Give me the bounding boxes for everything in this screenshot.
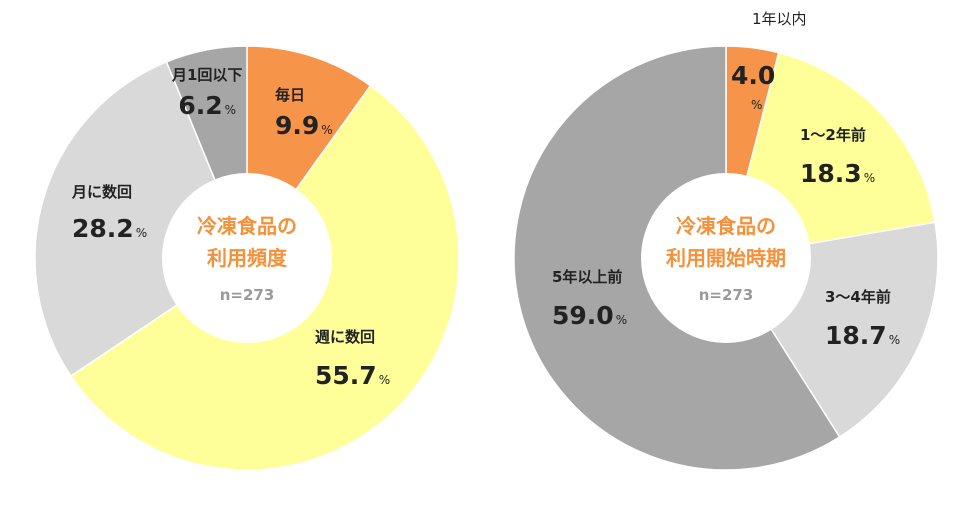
slice-value: 55.7 — [315, 361, 377, 390]
center-label-1: 冷凍食品の 利用頻度 n=273 — [172, 216, 322, 303]
center-title-line1: 冷凍食品の — [197, 214, 297, 238]
center-title-line2: 利用開始時期 — [666, 246, 786, 270]
chart1-donut-hole — [162, 173, 332, 343]
slice-value: 6.2 — [178, 91, 223, 120]
slice-unit: % — [863, 171, 876, 185]
slice-name: 月1回以下 — [172, 66, 243, 84]
slice-name: 毎日 — [275, 86, 306, 104]
slice-unit: % — [615, 313, 628, 327]
slice-name: 3～4年前 — [825, 288, 891, 306]
slice-label-1-2y: 1～2年前 18.3% — [800, 126, 876, 188]
chart2-donut-hole — [641, 173, 811, 343]
slice-value-within-1y: 4.0 — [731, 63, 775, 88]
slice-label-5y-plus: 5年以上前 59.0% — [552, 268, 628, 330]
sample-size: n=273 — [698, 286, 754, 304]
slice-value: 18.3 — [800, 159, 862, 188]
chart1-slice-3 — [34, 60, 248, 378]
slice-name: 週に数回 — [315, 328, 376, 346]
slice-name: 月に数回 — [72, 183, 133, 201]
sample-size: n=273 — [219, 286, 275, 304]
slice-unit-within-1y: % — [749, 96, 762, 112]
slice-value: 28.2 — [72, 214, 134, 243]
slice-value: 59.0 — [552, 301, 614, 330]
slice-value: 4.0 — [731, 61, 776, 90]
slice-unit: % — [888, 333, 901, 347]
slice-label-3-4y: 3～4年前 18.7% — [825, 288, 901, 350]
slice-label-less-monthly: 月1回以下 6.2% — [172, 66, 243, 120]
slice-unit: % — [224, 103, 237, 117]
slice-unit: % — [751, 98, 763, 112]
slice-unit: % — [135, 226, 148, 240]
slice-name: 5年以上前 — [552, 268, 623, 286]
slice-label-within-1y: 1年以内 — [752, 12, 807, 27]
slice-value: 9.9 — [275, 111, 320, 140]
slice-name: 1～2年前 — [800, 126, 866, 144]
slice-label-monthly: 月に数回 28.2% — [72, 183, 148, 243]
slice-unit: % — [321, 123, 333, 137]
slice-unit: % — [378, 373, 391, 387]
center-title-line1: 冷凍食品の — [676, 214, 776, 238]
slice-name: 1年以内 — [752, 10, 807, 28]
slice-label-weekly: 週に数回 55.7% — [315, 328, 391, 390]
center-label-2: 冷凍食品の 利用開始時期 n=273 — [646, 216, 806, 303]
slice-value: 18.7 — [825, 321, 887, 350]
slice-label-daily: 毎日 9.9% — [275, 86, 333, 140]
center-title-line2: 利用頻度 — [207, 246, 287, 270]
